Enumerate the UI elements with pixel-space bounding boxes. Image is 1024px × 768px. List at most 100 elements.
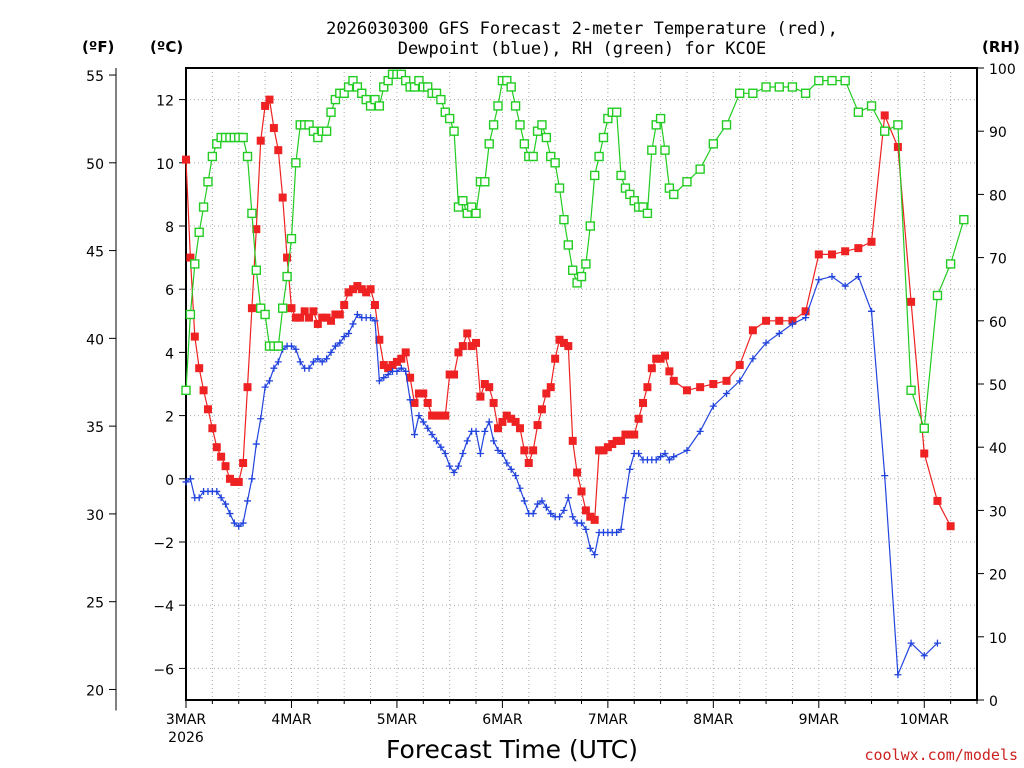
dewpoint-point xyxy=(802,314,810,322)
dewpoint-point xyxy=(318,358,326,366)
temperature-point xyxy=(300,307,309,316)
dewpoint-point xyxy=(481,427,489,435)
rh-point xyxy=(708,139,719,149)
rh-point xyxy=(585,221,595,231)
dewpoint-series xyxy=(182,273,941,679)
temperature-point xyxy=(208,424,217,433)
dewpoint-point xyxy=(428,431,436,439)
dewpoint-point xyxy=(367,314,375,322)
temperature-point xyxy=(291,313,300,322)
rh-tick-label: 0 xyxy=(989,694,998,710)
temperature-point xyxy=(634,414,643,423)
rh-point xyxy=(203,177,213,187)
rh-point xyxy=(484,139,494,149)
temperature-point xyxy=(212,443,221,452)
temperature-point xyxy=(348,285,357,294)
rh-point xyxy=(611,107,622,117)
dewpoint-point xyxy=(424,424,432,432)
dewpoint-point xyxy=(226,510,234,518)
rh-point xyxy=(493,101,503,111)
rh-point xyxy=(576,271,587,282)
temperature-point xyxy=(621,430,630,439)
temperature-point xyxy=(498,417,507,426)
temperature-point xyxy=(190,332,199,341)
gridlines xyxy=(186,68,977,700)
rh-point xyxy=(515,120,525,130)
temperature-point xyxy=(841,247,850,256)
dewpoint-point xyxy=(340,333,348,341)
dewpoint-point xyxy=(437,443,445,451)
temperature-point xyxy=(854,244,863,253)
dewpoint-point xyxy=(556,513,564,521)
dewpoint-point xyxy=(463,437,471,445)
temperature-point xyxy=(735,361,744,370)
dewpoint-point xyxy=(182,478,190,486)
rh-point xyxy=(814,75,824,86)
dewpoint-point xyxy=(331,342,339,350)
rh-point xyxy=(444,113,455,124)
dewpoint-point xyxy=(441,450,449,458)
rh-unit-label: (RH) xyxy=(982,38,1020,56)
temperature-point xyxy=(476,392,485,401)
dewpoint-point xyxy=(907,639,915,647)
dewpoint-point xyxy=(397,364,405,372)
dewpoint-point xyxy=(235,522,243,530)
dewpoint-point xyxy=(749,355,757,363)
dewpoint-point xyxy=(454,462,462,470)
temperature-point xyxy=(458,342,467,351)
temperature-point xyxy=(762,316,771,325)
temperature-point xyxy=(247,304,256,313)
fahrenheit-unit-label: (ºF) xyxy=(82,38,114,56)
dewpoint-point xyxy=(815,276,823,284)
temperature-point xyxy=(555,335,564,344)
dewpoint-point xyxy=(670,453,678,461)
rh-tick-label: 40 xyxy=(989,441,1007,457)
fahrenheit-tick-label: 50 xyxy=(86,157,104,173)
rh-point xyxy=(251,265,262,275)
rh-point xyxy=(945,259,956,269)
rh-point xyxy=(866,101,877,111)
rh-point xyxy=(458,196,468,206)
temperature-point xyxy=(801,307,810,316)
temperature-point xyxy=(322,313,331,322)
rh-point xyxy=(449,126,459,136)
dewpoint-point xyxy=(446,462,454,470)
temperature-point xyxy=(581,506,590,515)
celsius-tick-label: −2 xyxy=(153,536,174,552)
rh-point xyxy=(260,309,270,320)
dewpoint-point xyxy=(520,497,528,505)
rh-point xyxy=(589,170,600,181)
dewpoint-point xyxy=(854,273,862,281)
temperature-point xyxy=(239,459,248,467)
dewpoint-point xyxy=(657,453,665,461)
dewpoint-point xyxy=(529,510,537,518)
temperature-point xyxy=(265,95,274,104)
dewpoint-point xyxy=(775,329,783,337)
rh-point xyxy=(761,82,771,92)
x-tick-sublabel: 2026 xyxy=(168,730,204,746)
rh-point xyxy=(519,139,530,149)
temperature-point xyxy=(577,487,586,496)
rh-point xyxy=(181,385,191,396)
temperature-point xyxy=(485,383,494,392)
temperature-point xyxy=(775,316,784,325)
x-tick-label: 9MAR xyxy=(799,712,840,728)
rh-point xyxy=(541,132,552,143)
celsius-tick-label: 2 xyxy=(165,410,174,426)
dewpoint-point xyxy=(419,418,427,426)
rh-point xyxy=(853,107,864,117)
rh-tick-label: 20 xyxy=(989,568,1007,584)
temperature-point xyxy=(441,411,450,420)
dewpoint-point xyxy=(415,412,423,420)
temperature-point xyxy=(546,383,555,392)
dewpoint-point xyxy=(507,465,515,473)
celsius-tick-label: 10 xyxy=(156,157,174,173)
temperature-point xyxy=(665,367,674,376)
temperature-point xyxy=(907,297,916,306)
dewpoint-point xyxy=(217,494,225,502)
temperature-point xyxy=(401,348,410,357)
temperature-point xyxy=(419,389,428,398)
rh-point xyxy=(840,75,850,86)
fahrenheit-tick-label: 45 xyxy=(86,245,104,261)
rh-point xyxy=(374,101,385,111)
